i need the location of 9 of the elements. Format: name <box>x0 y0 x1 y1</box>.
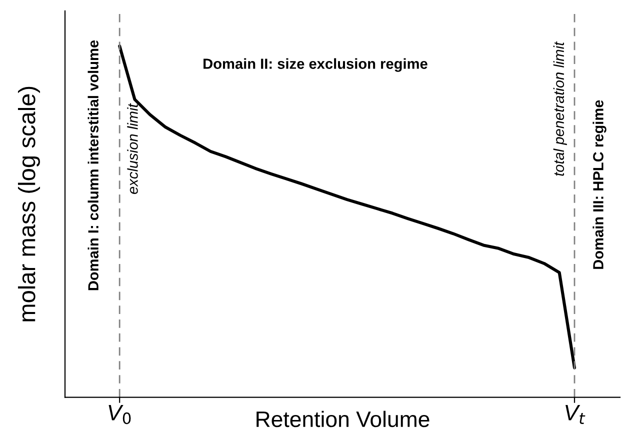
y-axis-title: molar mass (log scale) <box>18 86 40 322</box>
ref-line-label: exclusion limit <box>127 103 138 194</box>
text: Domain III: HPLC regime <box>592 100 606 269</box>
x-tick-label: V$_{t}$ <box>566 405 586 424</box>
annotation: Domain II: size exclusion regime <box>204 58 428 72</box>
ref-line-label: total penetration limit <box>553 41 567 176</box>
x-tick-label: V$_{0}$ <box>108 405 131 424</box>
x-axis-title: Retention Volume <box>256 410 430 428</box>
text: Domain I: column interstitial volume <box>88 40 98 290</box>
